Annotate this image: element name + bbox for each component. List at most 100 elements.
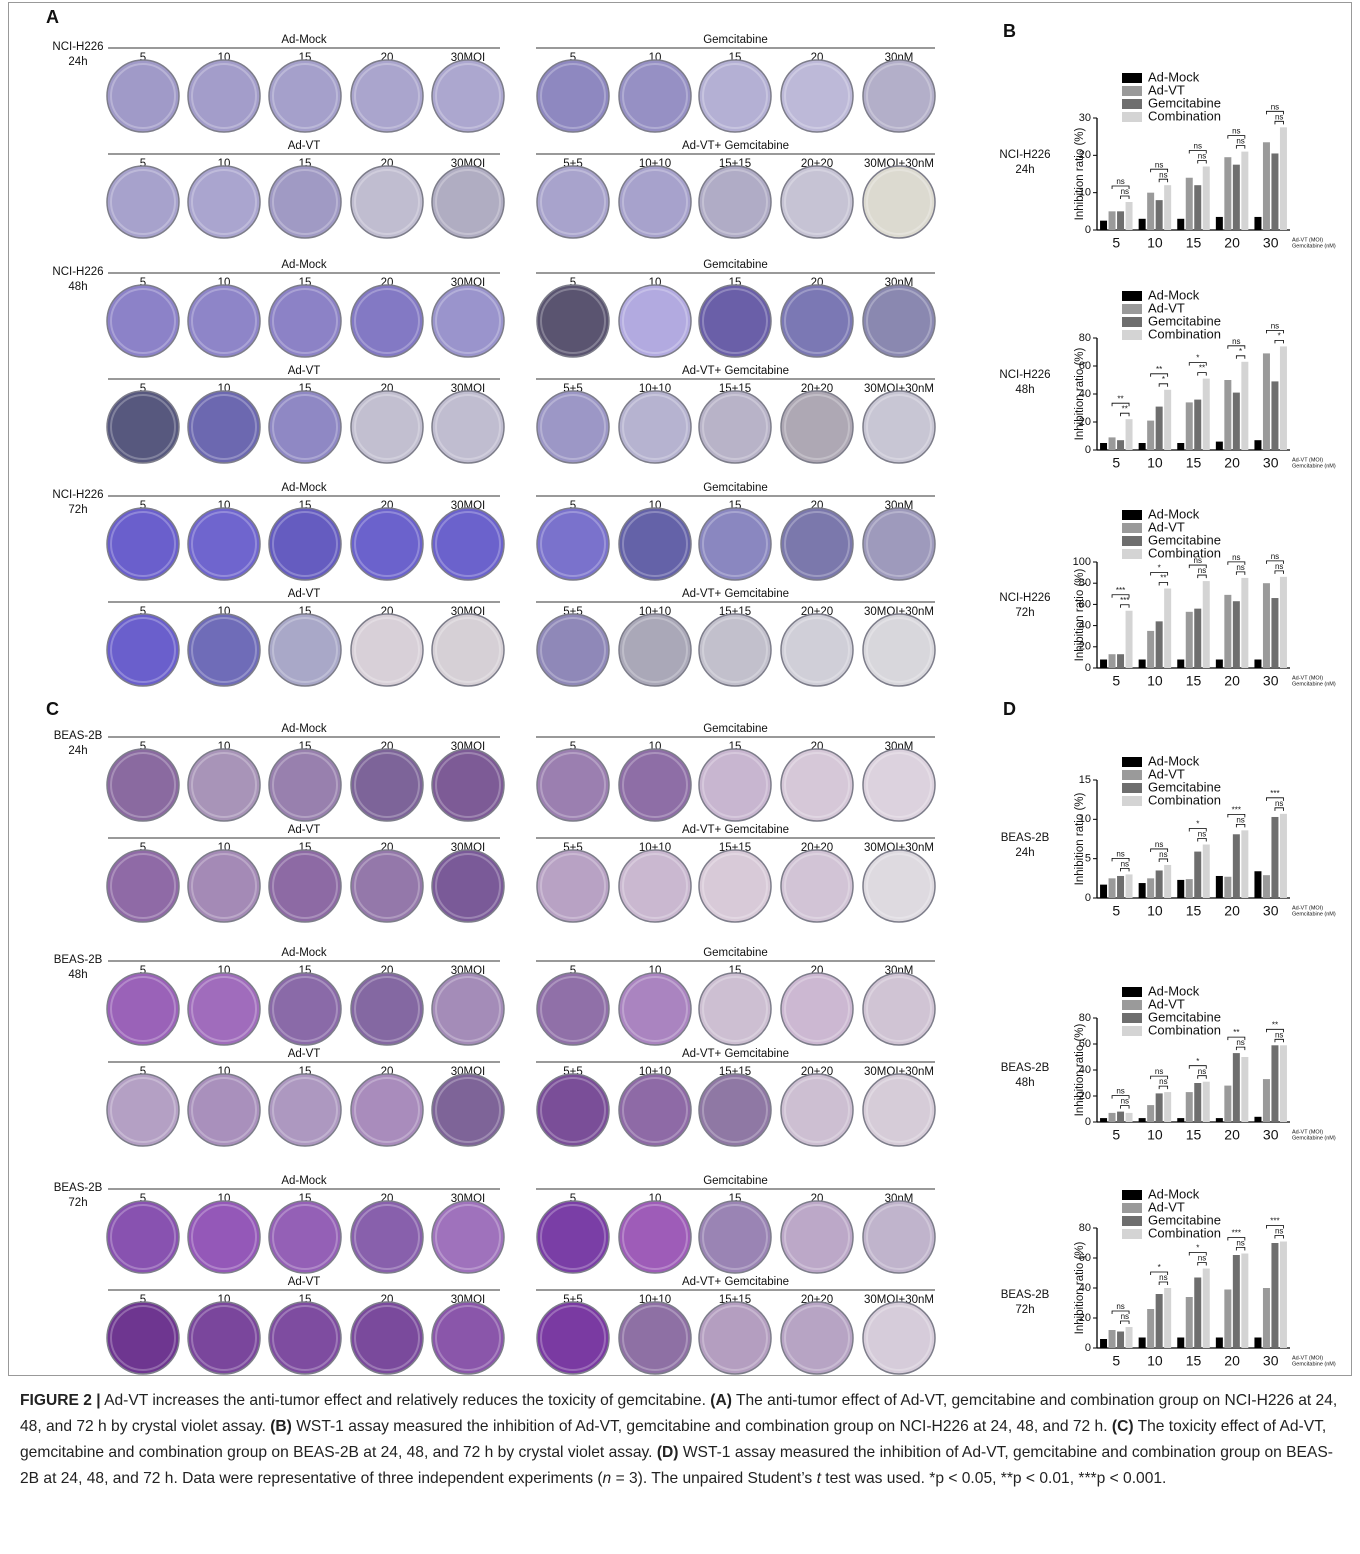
well — [188, 1302, 260, 1374]
well — [537, 508, 609, 580]
sig-label: ns — [1155, 1067, 1163, 1076]
y-tick-label: 80 — [1079, 1222, 1091, 1234]
x-tick-label: 20 — [1224, 455, 1240, 471]
x-tick-label: 10 — [1147, 235, 1163, 251]
well — [619, 973, 691, 1045]
well — [351, 1074, 423, 1146]
y-tick-label: 0 — [1085, 224, 1091, 236]
bar — [1254, 660, 1261, 668]
bar — [1126, 874, 1133, 898]
bar — [1263, 1288, 1270, 1348]
group-name: Gemcitabine — [703, 947, 768, 959]
bar — [1194, 400, 1201, 450]
x-tick-label: 15 — [1186, 455, 1202, 471]
well — [537, 850, 609, 922]
y-tick-label: 0 — [1085, 662, 1091, 674]
bar — [1203, 379, 1210, 450]
bar — [1203, 581, 1210, 668]
well — [188, 749, 260, 821]
bar — [1139, 660, 1146, 668]
well — [188, 850, 260, 922]
sig-label: ns — [1198, 1067, 1206, 1076]
well — [781, 166, 853, 238]
well — [863, 1074, 935, 1146]
bar — [1164, 589, 1171, 669]
y-tick-label: 20 — [1079, 1090, 1091, 1102]
y-axis-label: Inhibition ratio (%) — [1074, 127, 1086, 220]
sig-label: ns — [1159, 170, 1167, 179]
bar — [1100, 885, 1107, 898]
well — [432, 391, 504, 463]
well — [432, 60, 504, 132]
group-name: Ad-VT+ Gemcitabine — [682, 1276, 789, 1288]
bar — [1280, 346, 1287, 450]
x-tick-label: 10 — [1147, 1127, 1163, 1143]
sig-label: *** — [1116, 586, 1125, 595]
sig-bracket — [1198, 161, 1207, 164]
bar — [1156, 1093, 1163, 1122]
row-label: NCI-H226 — [999, 369, 1050, 381]
caption-ref: (C) — [1112, 1418, 1134, 1435]
bar — [1254, 1117, 1261, 1122]
bar — [1186, 402, 1193, 450]
bar — [1156, 621, 1163, 668]
sig-label: ns — [1232, 553, 1240, 562]
sig-label: * — [1278, 332, 1281, 341]
sig-label: *** — [1270, 1217, 1279, 1226]
cell-line-label: 24h — [68, 56, 87, 68]
sig-label: ns — [1155, 840, 1163, 849]
sig-label: ns — [1198, 566, 1206, 575]
bar — [1233, 165, 1240, 230]
sig-bracket — [1121, 196, 1130, 199]
bar — [1164, 865, 1171, 898]
sig-bracket — [1159, 179, 1168, 182]
sig-label: ns — [1275, 1227, 1283, 1236]
sig-label: * — [1196, 1244, 1199, 1253]
well — [188, 1074, 260, 1146]
group-name: Ad-VT+ Gemcitabine — [682, 824, 789, 836]
sig-label: ** — [1233, 1028, 1239, 1037]
legend-swatch — [1122, 317, 1142, 327]
sig-label: ns — [1121, 1097, 1129, 1106]
sig-bracket — [1121, 1106, 1130, 1109]
y-tick-label: 40 — [1079, 1282, 1091, 1294]
bar — [1117, 440, 1124, 450]
bar — [1203, 167, 1210, 230]
y-tick-label: 30 — [1079, 112, 1091, 124]
group-name: Gemcitabine — [703, 1175, 768, 1187]
bar — [1126, 419, 1133, 450]
well — [781, 749, 853, 821]
well — [107, 1302, 179, 1374]
y-tick-label: 10 — [1079, 813, 1091, 825]
well — [107, 749, 179, 821]
x-tick-label: 5 — [1112, 235, 1120, 251]
sig-bracket — [1159, 1282, 1168, 1285]
group-name: Ad-VT+ Gemcitabine — [682, 1048, 789, 1060]
y-tick-label: 60 — [1079, 598, 1091, 610]
cell-line-label: BEAS-2B — [54, 730, 103, 742]
bar — [1139, 1118, 1146, 1122]
well — [619, 614, 691, 686]
well — [351, 60, 423, 132]
x-tick-label: 20 — [1224, 1127, 1240, 1143]
x-tick-label: 5 — [1112, 1127, 1120, 1143]
well — [269, 1201, 341, 1273]
row-label: NCI-H226 — [999, 592, 1050, 604]
sig-label: ** — [1272, 1020, 1278, 1029]
sig-label: * — [1196, 820, 1199, 829]
bar — [1241, 362, 1248, 450]
y-tick-label: 0 — [1085, 892, 1091, 904]
bar — [1147, 1309, 1154, 1348]
cell-line-label: 48h — [68, 969, 87, 981]
caption-text: test was used. *p < 0.05, **p < 0.01, **… — [821, 1470, 1166, 1487]
bar — [1241, 1057, 1248, 1122]
y-tick-label: 80 — [1079, 577, 1091, 589]
y-tick-label: 0 — [1085, 1342, 1091, 1354]
row-label: 72h — [1015, 1304, 1034, 1316]
bar — [1109, 437, 1116, 450]
sig-label: ** — [1117, 394, 1123, 403]
well — [188, 508, 260, 580]
group-name: Ad-VT — [288, 365, 321, 377]
bar — [1100, 1339, 1107, 1348]
group-name: Ad-Mock — [281, 1175, 327, 1187]
